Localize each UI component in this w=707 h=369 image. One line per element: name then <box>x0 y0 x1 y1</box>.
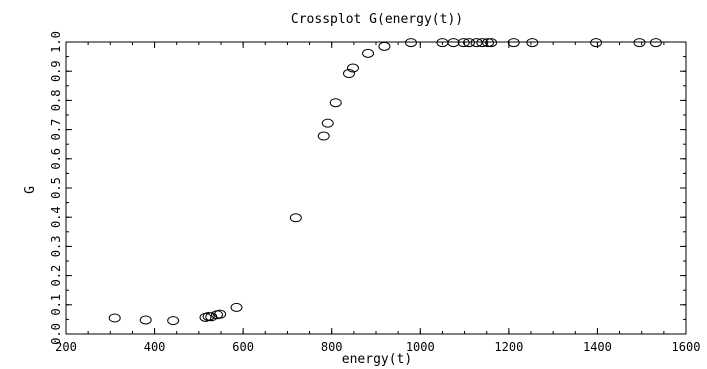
data-point <box>289 213 302 223</box>
data-point <box>526 38 539 48</box>
y-axis-label: G <box>23 186 38 194</box>
y-tick-label: 0.6 <box>49 148 63 170</box>
data-point <box>342 69 355 79</box>
x-axis-label: energy(t) <box>342 352 412 367</box>
data-point <box>485 38 498 48</box>
x-tick-label: 200 <box>55 340 77 354</box>
x-tick-label: 1000 <box>406 340 435 354</box>
x-tick-label: 1600 <box>672 340 701 354</box>
data-point <box>378 41 391 51</box>
x-tick-label: 1400 <box>583 340 612 354</box>
x-tick-label: 600 <box>232 340 254 354</box>
data-point <box>507 38 520 48</box>
data-point <box>321 118 334 128</box>
data-points <box>108 38 662 326</box>
data-point <box>362 48 375 58</box>
chart-title: Crossplot G(energy(t)) <box>291 12 463 27</box>
data-point <box>457 38 470 48</box>
data-point <box>590 38 603 48</box>
data-point <box>346 63 359 73</box>
data-point <box>167 316 180 326</box>
data-point <box>139 315 152 325</box>
x-tick-label: 400 <box>144 340 166 354</box>
y-tick-label: 1.0 <box>49 31 63 53</box>
y-tick-label: 0.3 <box>49 236 63 258</box>
data-point <box>404 38 417 48</box>
y-tick-label: 0.4 <box>49 206 63 228</box>
plot-frame <box>65 41 687 335</box>
data-point <box>463 38 475 48</box>
y-tick-label: 0.7 <box>49 119 63 141</box>
data-point <box>476 38 489 48</box>
y-tick-label: 0.8 <box>49 90 63 112</box>
data-point <box>447 38 460 48</box>
y-tick-label: 0.1 <box>49 294 63 316</box>
data-point <box>482 38 495 48</box>
data-point <box>230 302 243 312</box>
y-tick-label: 0.9 <box>49 60 63 82</box>
axis-ticks: 200 400 600 800 1000 1200 1400 1600 0.0 0.1 0.2 0.3… <box>49 31 700 354</box>
data-point <box>317 131 330 141</box>
data-point <box>649 38 662 48</box>
data-point <box>633 38 646 48</box>
y-tick-label: 0.2 <box>49 265 63 287</box>
data-point <box>329 98 342 108</box>
data-point <box>108 313 121 323</box>
y-tick-label: 0.5 <box>49 177 63 199</box>
x-tick-label: 800 <box>321 340 343 354</box>
data-point <box>470 38 483 48</box>
data-point <box>214 309 227 319</box>
y-tick-label: 0.0 <box>49 323 63 345</box>
x-tick-label: 1200 <box>494 340 523 354</box>
